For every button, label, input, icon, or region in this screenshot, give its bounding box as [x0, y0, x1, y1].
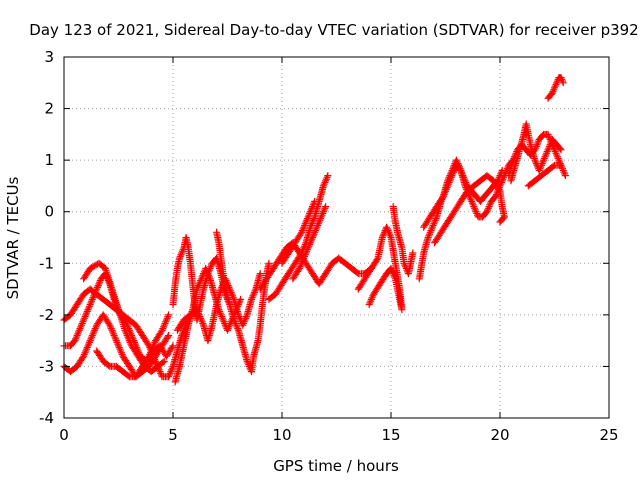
series-track-k	[265, 172, 332, 303]
data-markers	[265, 172, 332, 303]
data-layer	[60, 74, 569, 386]
data-markers	[431, 172, 508, 247]
data-markers	[524, 161, 565, 190]
series-track-v	[544, 74, 567, 102]
x-tick-label: 15	[381, 426, 400, 444]
tick-layer: 0 5 10 15 20 25 -4 -3 -2 -1 0 1 2 3	[39, 48, 619, 444]
data-markers	[389, 203, 417, 278]
y-tick-label: 1	[44, 151, 54, 169]
chart-title: Day 123 of 2021, Sidereal Day-to-day VTE…	[29, 21, 638, 39]
x-tick-label: 0	[59, 426, 69, 444]
data-markers	[420, 156, 517, 231]
series-track-i	[213, 228, 273, 376]
data-markers	[278, 197, 319, 267]
series-track-n	[354, 223, 406, 314]
series-track-h	[173, 270, 264, 345]
series-track-r	[431, 172, 508, 247]
data-markers	[354, 223, 406, 314]
series-track-t	[505, 130, 569, 180]
y-tick-label: -1	[39, 254, 54, 272]
data-markers	[505, 130, 569, 180]
x-tick-label: 5	[168, 426, 178, 444]
y-tick-label: 0	[44, 203, 54, 221]
x-axis-label: GPS time / hours	[273, 457, 399, 475]
y-tick-label: -3	[39, 357, 54, 375]
data-markers	[213, 228, 273, 376]
plot-frame	[63, 56, 610, 419]
data-markers	[80, 259, 168, 376]
data-markers	[544, 74, 567, 102]
series-track-j	[256, 239, 375, 293]
x-tick-label: 20	[490, 426, 509, 444]
series-track-u	[524, 161, 565, 190]
y-tick-label: -4	[39, 409, 54, 427]
series-track-d	[80, 259, 168, 376]
series-track-e	[93, 332, 173, 381]
data-markers	[289, 203, 330, 283]
data-markers	[173, 270, 264, 345]
x-tick-label: 25	[599, 426, 618, 444]
x-tick-label: 10	[272, 426, 291, 444]
y-tick-label: 3	[44, 48, 54, 66]
series-track-l	[289, 203, 330, 283]
series-track-o	[389, 203, 417, 278]
series-track-q	[420, 156, 517, 231]
data-markers	[93, 332, 173, 381]
y-tick-label: 2	[44, 100, 54, 118]
series-track-m	[278, 197, 319, 267]
data-markers	[256, 239, 375, 293]
y-axis-label: SDTVAR / TECUs	[4, 176, 22, 299]
y-tick-label: -2	[39, 306, 54, 324]
